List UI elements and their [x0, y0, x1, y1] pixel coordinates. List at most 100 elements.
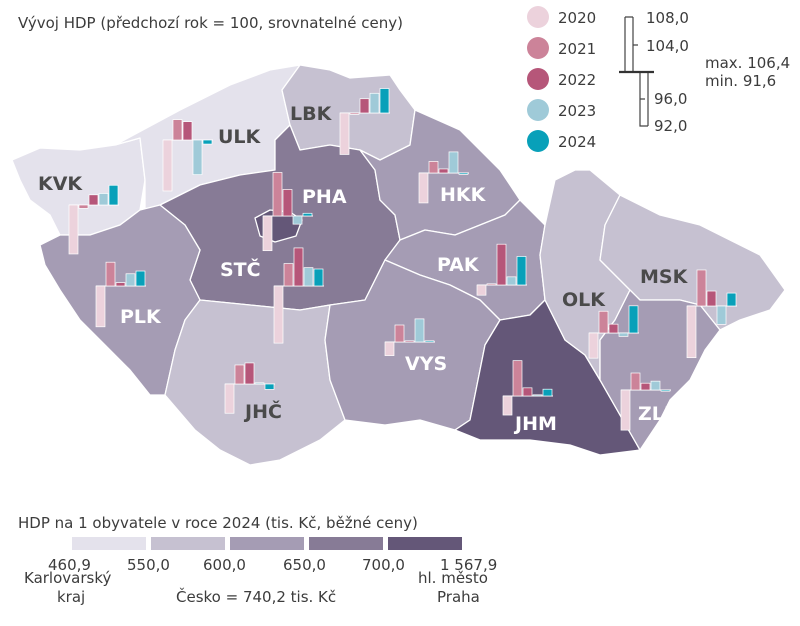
choropleth-break: 460,9 — [48, 556, 91, 574]
bar-OLK-2021 — [598, 310, 609, 334]
bar-VYS-2024 — [424, 340, 435, 343]
choropleth-swatch — [72, 537, 146, 550]
choropleth-swatch — [309, 537, 383, 550]
legend-swatch-2022 — [527, 68, 549, 90]
bar-HKK-2021 — [428, 161, 439, 174]
bar-KVK-2024 — [108, 184, 119, 206]
bar-PAK-2021 — [486, 283, 497, 286]
scale-tick: 104,0 — [646, 37, 689, 55]
bar-ULK-2024 — [202, 139, 213, 145]
bar-ZLK-2021 — [630, 372, 641, 391]
bar-VYS-2022 — [404, 340, 415, 343]
bar-STČ-2022 — [293, 247, 304, 287]
bar-group-VYS — [384, 318, 435, 356]
bar-group-ZLK — [620, 372, 671, 431]
bar-group-PLK — [95, 261, 146, 328]
region-label-ULK: ULK — [218, 126, 262, 148]
bar-OLK-2022 — [608, 323, 619, 334]
bar-MSK-2022 — [706, 290, 717, 307]
legend-swatch-2020 — [527, 6, 549, 28]
bar-group-KVK — [68, 184, 119, 255]
region-label-VYS: VYS — [405, 353, 447, 375]
legend-swatch-2023 — [527, 99, 549, 121]
choropleth-break: 550,0 — [127, 556, 170, 574]
region-MSK — [599, 194, 786, 331]
bar-LBK-2020 — [339, 112, 350, 155]
region-label-KVK: KVK — [38, 173, 83, 195]
bar-PHA-2020 — [262, 215, 273, 252]
bar-STČ-2023 — [303, 267, 314, 287]
bar-KVK-2023 — [98, 193, 109, 206]
choropleth-break: 1 567,9 — [440, 556, 497, 574]
bar-group-OLK — [588, 305, 639, 359]
bar-JHM-2021 — [512, 360, 523, 397]
scale-tick: 92,0 — [654, 117, 687, 135]
scale-max: max. 106,4 — [705, 54, 790, 72]
choropleth-swatch — [151, 537, 225, 550]
region-label-STČ: STČ — [220, 257, 261, 281]
bar-group-ULK — [162, 119, 213, 192]
region-label-PAK: PAK — [437, 254, 480, 276]
bar-PAK-2024 — [516, 256, 527, 286]
bar-HKK-2022 — [438, 168, 449, 174]
bar-LBK-2022 — [359, 98, 370, 114]
choropleth-break: 650,0 — [283, 556, 326, 574]
bar-STČ-2021 — [283, 263, 294, 287]
bar-PHA-2024 — [302, 212, 313, 217]
bar-OLK-2024 — [628, 305, 639, 334]
min-label: Karlovarský — [24, 569, 111, 587]
bar-group-HKK — [418, 151, 469, 204]
bar-JHČ-2023 — [254, 382, 265, 385]
bar-group-PAK — [476, 243, 527, 296]
bar-KVK-2020 — [68, 204, 79, 255]
bar-LBK-2021 — [349, 112, 360, 115]
region-label-ZLK: ZLK — [638, 403, 680, 425]
bar-PHA-2021 — [272, 172, 283, 217]
choropleth-break: 700,0 — [362, 556, 405, 574]
bar-OLK-2023 — [618, 332, 629, 337]
choropleth-legend: HDP na 1 obyvatele v roce 2024 (tis. Kč,… — [18, 514, 497, 606]
region-label-HKK: HKK — [440, 184, 487, 206]
legend-year-label: 2022 — [558, 71, 596, 89]
bar-group-MSK — [686, 269, 737, 359]
legend-year-label: 2024 — [558, 133, 596, 151]
legend-swatch-2021 — [527, 37, 549, 59]
bar-KVK-2022 — [88, 194, 99, 206]
bar-KVK-2021 — [78, 204, 89, 209]
bar-STČ-2020 — [273, 285, 284, 344]
max-label: hl. město — [418, 569, 488, 587]
bar-PAK-2022 — [496, 243, 507, 286]
bar-PAK-2020 — [476, 284, 487, 296]
bar-JHČ-2021 — [234, 364, 245, 385]
bar-PHA-2023 — [292, 215, 303, 225]
region-label-JHČ: JHČ — [243, 399, 282, 423]
bar-JHM-2020 — [502, 395, 513, 416]
bar-JHM-2022 — [522, 387, 533, 397]
bar-HKK-2023 — [448, 151, 459, 174]
legend-year-label: 2021 — [558, 40, 596, 58]
bar-PLK-2022 — [115, 282, 126, 287]
bar-LBK-2024 — [379, 88, 390, 114]
bar-group-JHČ — [224, 362, 275, 414]
bar-MSK-2024 — [726, 292, 737, 307]
bar-ZLK-2022 — [640, 382, 651, 391]
national-average: Česko = 740,2 tis. Kč — [176, 587, 336, 606]
bar-MSK-2023 — [716, 305, 727, 325]
bar-JHČ-2022 — [244, 362, 255, 385]
bar-LBK-2023 — [369, 92, 380, 114]
region-label-MSK: MSK — [640, 266, 689, 288]
bar-PLK-2024 — [135, 270, 146, 287]
bar-ULK-2020 — [162, 139, 173, 192]
bar-scale-legend: 108,0 104,0 96,0 92,0 max. 106,4 min. 91… — [619, 9, 790, 135]
bar-JHM-2023 — [532, 394, 543, 397]
bar-ZLK-2024 — [660, 389, 671, 392]
min-label: kraj — [57, 588, 85, 606]
bar-ULK-2023 — [192, 139, 203, 176]
bar-ZLK-2020 — [620, 389, 631, 431]
year-legend: 2020 2021 2022 2023 2024 — [527, 6, 596, 152]
bar-OLK-2020 — [588, 332, 599, 359]
bar-JHČ-2024 — [264, 383, 275, 390]
choropleth-break: 600,0 — [203, 556, 246, 574]
